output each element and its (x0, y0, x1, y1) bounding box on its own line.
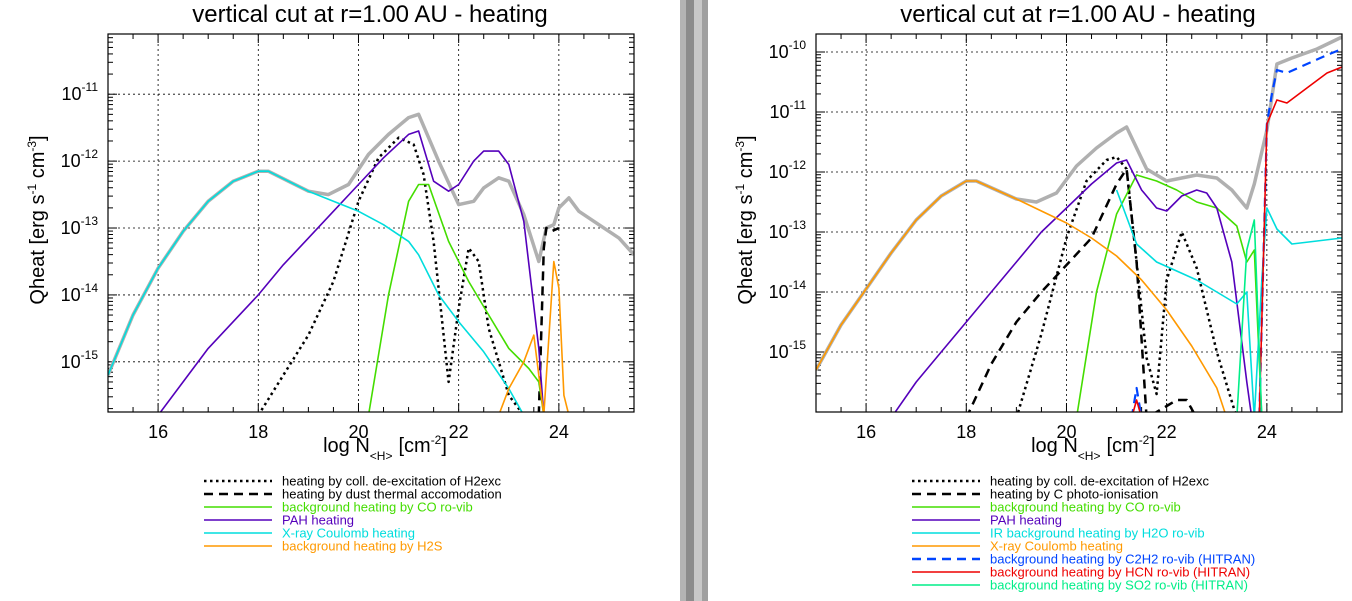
y-tick-label: 10-15 (769, 338, 807, 362)
legend-label: background heating by H2S (282, 539, 443, 554)
legend-entry: IR background heating by H2O ro-vib (912, 526, 1205, 541)
legend-label: background heating by CO ro-vib (282, 500, 473, 515)
y-tick-label: 10-12 (61, 147, 99, 171)
chart-title: vertical cut at r=1.00 AU - heating (900, 1, 1256, 28)
legend-label: X-ray Coulomb heating (282, 526, 415, 541)
x-tick-label: 16 (148, 422, 168, 442)
series-line-ir-background-heating-by-h2o-ro-vib (1115, 189, 1342, 412)
x-tick-label: 16 (856, 422, 876, 442)
right-chart: vertical cut at r=1.00 AU - heating 16 18… (733, 1, 1343, 593)
y-tick-label: 10-13 (61, 214, 99, 238)
y-tick-label: 10-12 (769, 158, 807, 182)
plot-frame (107, 33, 635, 413)
x-tick-label: 18 (248, 422, 268, 442)
legend-label: IR background heating by H2O ro-vib (990, 526, 1205, 541)
series-line-heating-by-coll-de-excitation-of-h2exc (258, 136, 523, 412)
legend-entry: X-ray Coulomb heating (204, 526, 415, 541)
series-line-x-ray-coulomb-heating (816, 180, 1226, 412)
y-tick-label: 10-15 (61, 348, 99, 372)
legend-label: PAH heating (990, 513, 1062, 528)
series-line-heating-by-c-photo-ionisation (967, 167, 1195, 412)
x-tick-label: 24 (1257, 422, 1277, 442)
series-line-background-heating-by-hcn-ro-vib-hitran- (1132, 66, 1342, 412)
series-line-background-heating-by-c2h2-ro-vib-hitran- (1131, 47, 1342, 412)
legend-label: background heating by C2H2 ro-vib (HITRA… (990, 552, 1255, 567)
panel-divider (680, 0, 708, 601)
legend-label: background heating by SO2 ro-vib (HITRAN… (990, 578, 1248, 593)
legend-entry: heating by C photo-ionisation (912, 487, 1158, 502)
legend-entry: PAH heating (912, 513, 1062, 528)
series-line-background-heating-by-co-ro-vib (368, 183, 545, 412)
chart-title: vertical cut at r=1.00 AU - heating (192, 1, 548, 28)
legend-entry: X-ray Coulomb heating (912, 539, 1123, 554)
legend-entry: background heating by H2S (204, 539, 443, 554)
plot-area: 16 18 20 22 24 10-15 10-14 10-13 10-12 10-11 10-10 (769, 33, 1343, 442)
legend-label: PAH heating (282, 513, 354, 528)
legend-entry: heating by coll. de-excitation of H2exc (912, 474, 1209, 489)
plot-frame (815, 33, 1343, 413)
legend-label: X-ray Coulomb heating (990, 539, 1123, 554)
x-tick-label: 22 (449, 422, 469, 442)
legend: heating by coll. de-excitation of H2exch… (204, 474, 502, 554)
series-line-background-heating-by-so2-ro-vib-hitran- (1236, 219, 1263, 412)
legend-entry: heating by coll. de-excitation of H2exc (204, 474, 501, 489)
x-tick-label: 20 (1056, 422, 1076, 442)
legend-label: heating by coll. de-excitation of H2exc (990, 474, 1209, 489)
legend-label: background heating by CO ro-vib (990, 500, 1181, 515)
left-chart: vertical cut at r=1.00 AU - heating 16 18… (25, 1, 635, 554)
legend: heating by coll. de-excitation of H2exch… (912, 474, 1255, 593)
y-axis-label: Qheat [erg s-1 cm-3] (733, 135, 757, 304)
legend-label: background heating by HCN ro-vib (HITRAN… (990, 565, 1250, 580)
legend-label: heating by C photo-ionisation (990, 487, 1158, 502)
series-line-pah-heating (159, 130, 545, 412)
legend-entry: PAH heating (204, 513, 354, 528)
y-tick-label: 10-13 (769, 218, 807, 242)
y-tick-label: 10-14 (769, 278, 807, 302)
legend-entry: background heating by HCN ro-vib (HITRAN… (912, 565, 1250, 580)
x-axis-label: log N<H> [cm-2] (1031, 433, 1155, 463)
y-tick-label: 10-11 (62, 80, 99, 104)
y-tick-label: 10-14 (61, 281, 99, 305)
legend-label: heating by coll. de-excitation of H2exc (282, 474, 501, 489)
x-tick-label: 18 (956, 422, 976, 442)
series-line-pah-heating (894, 159, 1252, 412)
series-line-total (108, 112, 634, 376)
x-tick-label: 20 (348, 422, 368, 442)
y-tick-label: 10-11 (770, 98, 807, 122)
legend-entry: background heating by CO ro-vib (912, 500, 1181, 515)
series-line-heating-by-coll-de-excitation-of-h2exc (1016, 155, 1237, 412)
series-line-background-heating-by-h2s (499, 260, 569, 412)
y-tick-label: 10-10 (769, 38, 807, 62)
x-axis-label: log N<H> [cm-2] (323, 433, 447, 463)
legend-entry: background heating by C2H2 ro-vib (HITRA… (912, 552, 1255, 567)
y-axis-label: Qheat [erg s-1 cm-3] (25, 135, 49, 304)
plot-area: 16 18 20 22 24 10-15 10-14 10-13 10-12 10-11 (61, 33, 635, 442)
legend-entry: background heating by CO ro-vib (204, 500, 473, 515)
series-line-x-ray-coulomb-heating (108, 170, 523, 412)
legend-entry: background heating by SO2 ro-vib (HITRAN… (912, 578, 1248, 593)
series-line-heating-by-dust-thermal-accomodation (537, 226, 560, 412)
legend-entry: heating by dust thermal accomodation (204, 487, 502, 502)
series-line-background-heating-by-co-ro-vib (1076, 174, 1263, 412)
legend-label: heating by dust thermal accomodation (282, 487, 502, 502)
x-tick-label: 24 (549, 422, 569, 442)
x-tick-label: 22 (1157, 422, 1177, 442)
